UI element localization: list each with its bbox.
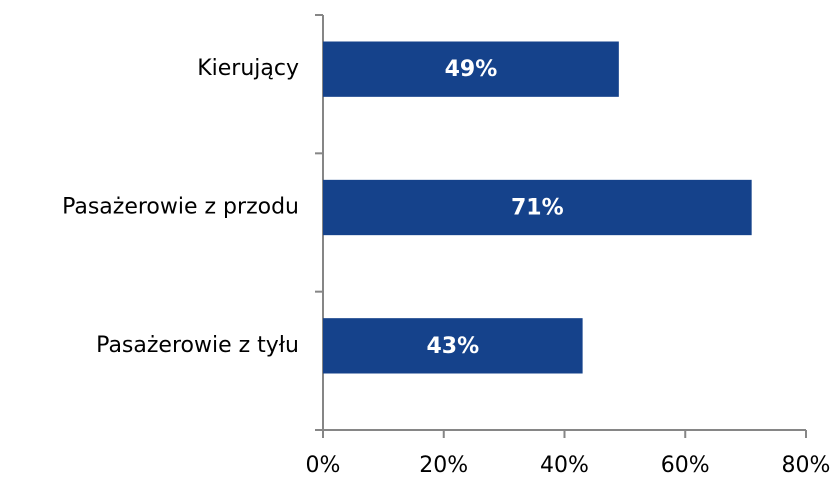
value-label: 71%	[511, 196, 564, 221]
x-tick-label: 60%	[661, 453, 710, 478]
y-tick-label: Kierujący	[197, 56, 299, 81]
bar	[323, 318, 583, 374]
bar	[323, 41, 619, 97]
x-tick-label: 0%	[306, 453, 341, 478]
x-tick-label: 80%	[782, 453, 831, 478]
y-tick-label: Pasażerowie z przodu	[62, 195, 299, 220]
x-tick-label: 20%	[419, 453, 468, 478]
bar	[323, 179, 752, 236]
value-label: 49%	[445, 57, 498, 82]
x-tick-label: 40%	[540, 453, 589, 478]
value-label: 43%	[426, 334, 479, 359]
y-tick-label: Pasażerowie z tyłu	[96, 333, 299, 358]
